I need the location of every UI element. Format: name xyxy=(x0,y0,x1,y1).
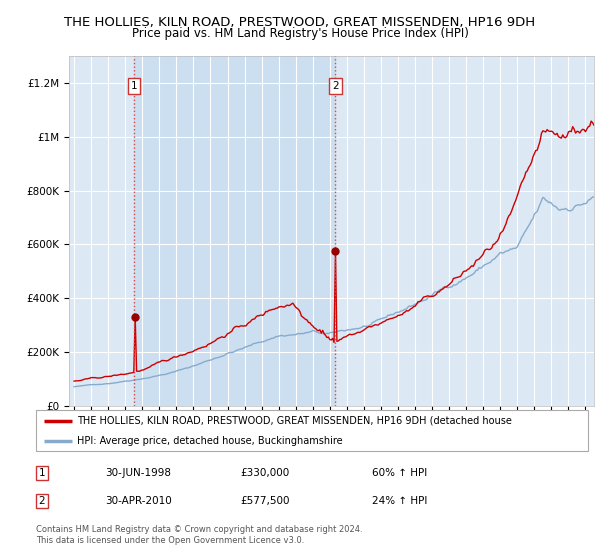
Text: 2: 2 xyxy=(38,496,46,506)
Text: 30-JUN-1998: 30-JUN-1998 xyxy=(105,468,171,478)
Text: HPI: Average price, detached house, Buckinghamshire: HPI: Average price, detached house, Buck… xyxy=(77,436,343,446)
Text: £330,000: £330,000 xyxy=(240,468,289,478)
Text: 24% ↑ HPI: 24% ↑ HPI xyxy=(372,496,427,506)
Text: Contains HM Land Registry data © Crown copyright and database right 2024.
This d: Contains HM Land Registry data © Crown c… xyxy=(36,525,362,545)
Text: 1: 1 xyxy=(130,81,137,91)
Text: 1: 1 xyxy=(38,468,46,478)
Bar xyxy=(134,56,335,406)
Text: 60% ↑ HPI: 60% ↑ HPI xyxy=(372,468,427,478)
Text: THE HOLLIES, KILN ROAD, PRESTWOOD, GREAT MISSENDEN, HP16 9DH (detached house: THE HOLLIES, KILN ROAD, PRESTWOOD, GREAT… xyxy=(77,416,512,426)
Text: Price paid vs. HM Land Registry's House Price Index (HPI): Price paid vs. HM Land Registry's House … xyxy=(131,27,469,40)
Text: £577,500: £577,500 xyxy=(240,496,290,506)
Text: 2: 2 xyxy=(332,81,339,91)
Text: THE HOLLIES, KILN ROAD, PRESTWOOD, GREAT MISSENDEN, HP16 9DH: THE HOLLIES, KILN ROAD, PRESTWOOD, GREAT… xyxy=(64,16,536,29)
Text: 30-APR-2010: 30-APR-2010 xyxy=(105,496,172,506)
FancyBboxPatch shape xyxy=(36,410,588,451)
